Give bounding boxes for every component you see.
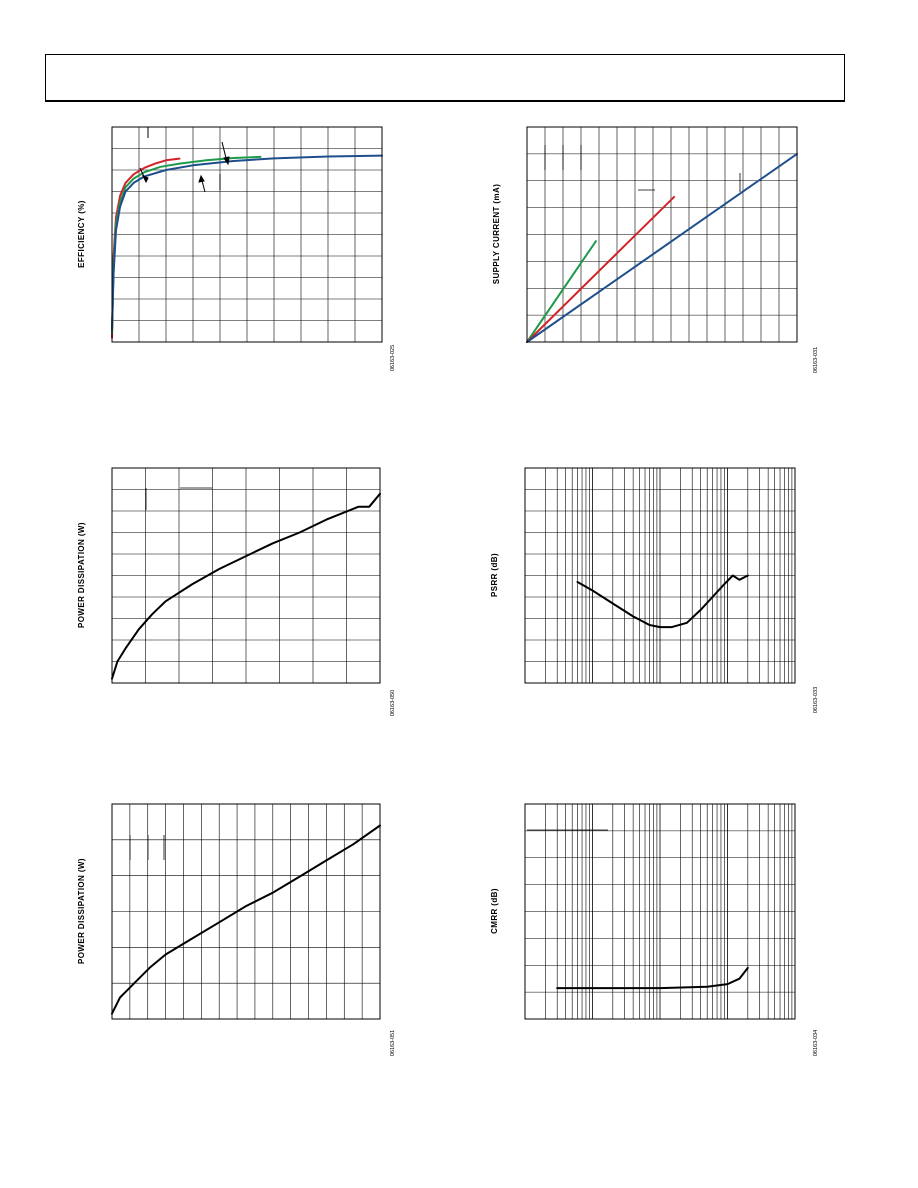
series-line-1 <box>111 492 381 680</box>
plot-frame <box>524 467 796 684</box>
y-axis-label: SUPPLY CURRENT (mA) <box>492 184 501 285</box>
figure-id: 06163-025 <box>390 345 396 371</box>
annotation-arrows <box>139 127 230 193</box>
grid <box>112 804 380 1019</box>
series-line-1 <box>111 824 381 1015</box>
legend-leader-lines <box>544 145 741 192</box>
y-axis-label: POWER DISSIPATION (W) <box>77 522 86 628</box>
series-line-2 <box>526 195 676 343</box>
series-group <box>111 492 381 680</box>
grid <box>525 804 795 1019</box>
y-axis-label: PSRR (dB) <box>490 553 499 597</box>
series-line-3 <box>526 152 798 343</box>
legend-leader-lines <box>129 835 165 860</box>
plot-frame <box>111 803 381 1020</box>
figure-id: 06163-051 <box>390 1030 396 1056</box>
plot-frame <box>111 467 381 684</box>
page-header-frame <box>45 54 845 102</box>
series-line-1 <box>576 574 749 629</box>
figure-id: 06163-033 <box>813 687 819 713</box>
series-group <box>576 574 749 629</box>
figure-id: 06163-031 <box>813 347 819 373</box>
series-line-1 <box>526 240 597 343</box>
plot-frame <box>111 126 383 343</box>
series-line-1 <box>556 966 749 990</box>
grid <box>112 468 380 683</box>
series-group <box>111 824 381 1015</box>
y-axis-label: CMRR (dB) <box>490 888 499 934</box>
figure-id: 06163-034 <box>813 1030 819 1056</box>
plot-frame <box>526 126 798 343</box>
plot-frame <box>524 803 796 1020</box>
series-group <box>526 152 798 343</box>
legend-leader-lines <box>145 487 212 510</box>
grid <box>112 127 382 342</box>
y-axis-label: POWER DISSIPATION (W) <box>77 858 86 964</box>
y-axis-label: EFFICIENCY (%) <box>77 200 86 268</box>
series-group <box>556 966 749 990</box>
grid <box>525 468 795 683</box>
figure-id: 06163-050 <box>390 690 396 716</box>
